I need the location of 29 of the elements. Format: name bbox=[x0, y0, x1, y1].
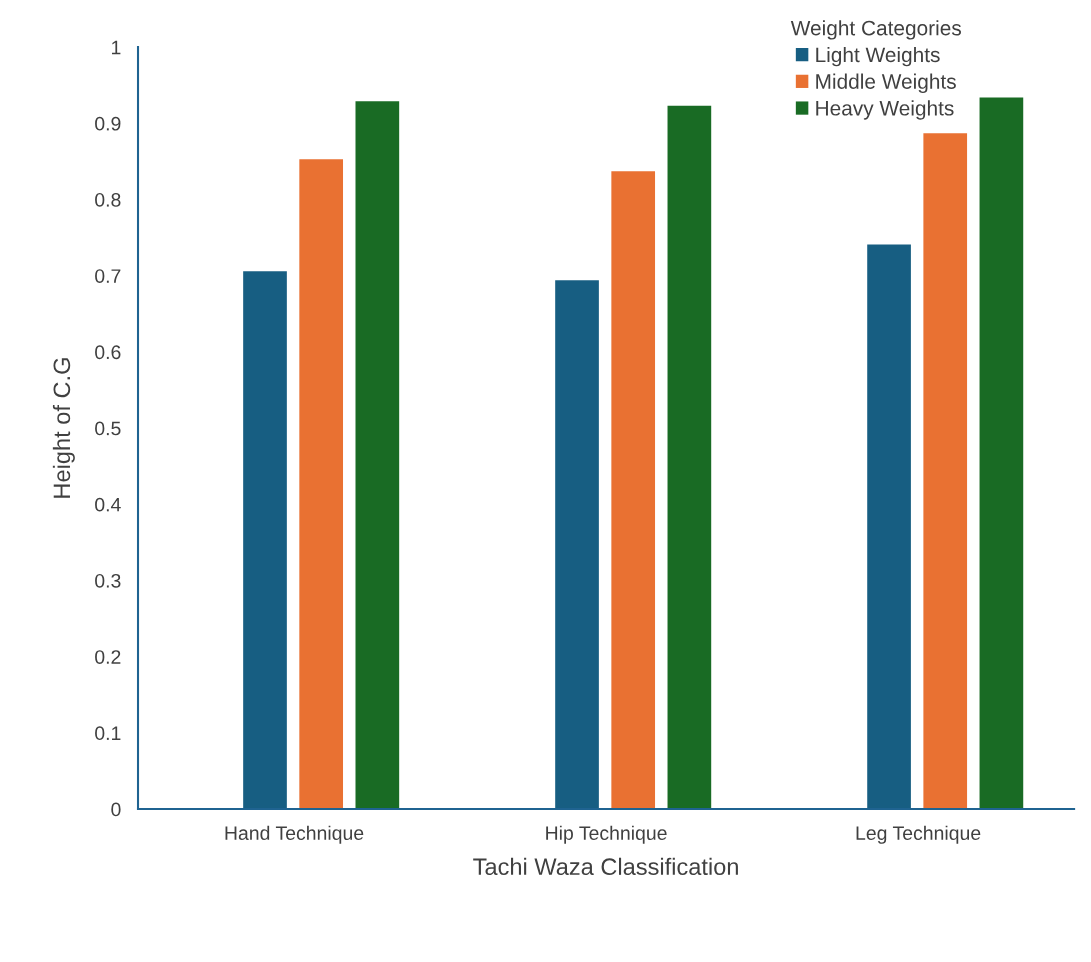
legend-label: Middle Weights bbox=[816, 73, 956, 94]
y-tick-label: 0.6 bbox=[95, 345, 121, 360]
bar bbox=[299, 159, 344, 810]
x-axis-title: Tachi Waza Classification bbox=[473, 857, 738, 876]
bar bbox=[355, 101, 400, 810]
bar bbox=[555, 280, 599, 810]
y-tick-label: 0.1 bbox=[95, 726, 121, 741]
y-tick-label: 0.4 bbox=[95, 497, 121, 512]
bar bbox=[611, 171, 656, 810]
legend-label: Heavy Weights bbox=[816, 100, 954, 120]
y-axis-title: Height of C.G bbox=[52, 358, 75, 498]
legend-title: Weight Categories bbox=[790, 20, 961, 40]
y-tick-label: 0 bbox=[111, 802, 121, 817]
bar bbox=[667, 105, 712, 810]
y-tick-label: 0.5 bbox=[95, 421, 121, 436]
y-tick-label: 0.7 bbox=[95, 269, 121, 283]
x-tick-label: Leg Technique bbox=[856, 825, 981, 844]
y-tick-label: 0.8 bbox=[95, 192, 121, 207]
y-tick-label: 0.2 bbox=[95, 650, 121, 664]
bar bbox=[923, 133, 968, 810]
y-tick-label: 1 bbox=[112, 40, 121, 55]
x-tick-label: Hip Technique bbox=[546, 825, 667, 844]
y-tick-label: 0.9 bbox=[95, 116, 121, 131]
bar bbox=[867, 244, 911, 810]
bar bbox=[979, 97, 1024, 810]
y-tick-label: 0.3 bbox=[95, 573, 121, 588]
bar bbox=[243, 271, 287, 810]
legend-label: Light Weights bbox=[816, 46, 940, 67]
x-tick-label: Hand Technique bbox=[225, 825, 364, 844]
